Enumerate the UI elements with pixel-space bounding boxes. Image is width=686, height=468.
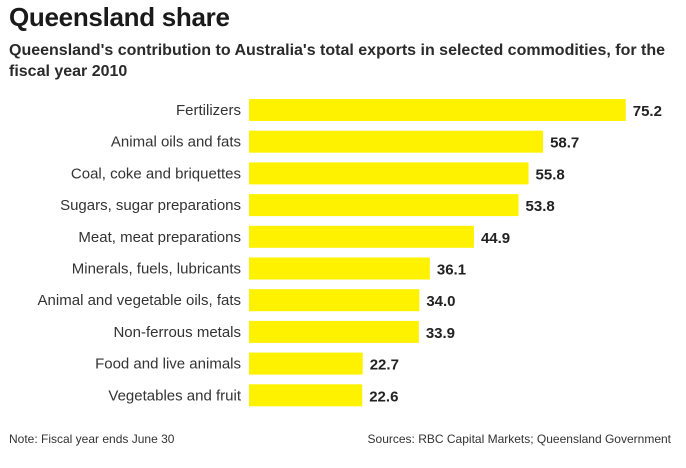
bar [249,194,519,217]
category-label: Non-ferrous metals [113,324,241,341]
bar [249,257,430,280]
value-label: 22.6 [369,388,398,405]
category-label: Animal and vegetable oils, fats [38,292,241,309]
bar [249,352,363,375]
value-label: 58.7 [550,135,579,152]
value-label: 75.2 [633,103,662,120]
footnote: Note: Fiscal year ends June 30 [9,432,175,446]
bar [249,130,544,153]
bar [249,99,626,121]
category-label: Food and live animals [95,356,241,373]
value-label: 44.9 [481,230,510,247]
chart-subtitle: Queensland's contribution to Australia's… [9,42,666,80]
value-label: 55.8 [536,166,565,183]
category-label: Meat, meat preparations [78,229,241,246]
bar [249,162,529,185]
category-label: Minerals, fuels, lubricants [72,261,241,278]
category-label: Sugars, sugar preparations [60,197,241,214]
category-label: Animal oils and fats [111,134,241,151]
value-label: 34.0 [426,293,455,310]
value-label: 22.7 [370,357,399,374]
value-label: 36.1 [437,262,466,279]
category-label: Vegetables and fruit [108,387,241,404]
bar [249,384,363,407]
category-label: Fertilizers [176,102,241,119]
bar [249,320,419,343]
value-label: 53.8 [526,198,555,215]
bar [249,225,474,248]
source-credit: Sources: RBC Capital Markets; Queensland… [367,432,671,446]
bar [249,289,420,312]
value-label: 33.9 [426,325,455,342]
chart-title: Queensland share [9,2,230,32]
category-label: Coal, coke and briquettes [71,165,241,182]
